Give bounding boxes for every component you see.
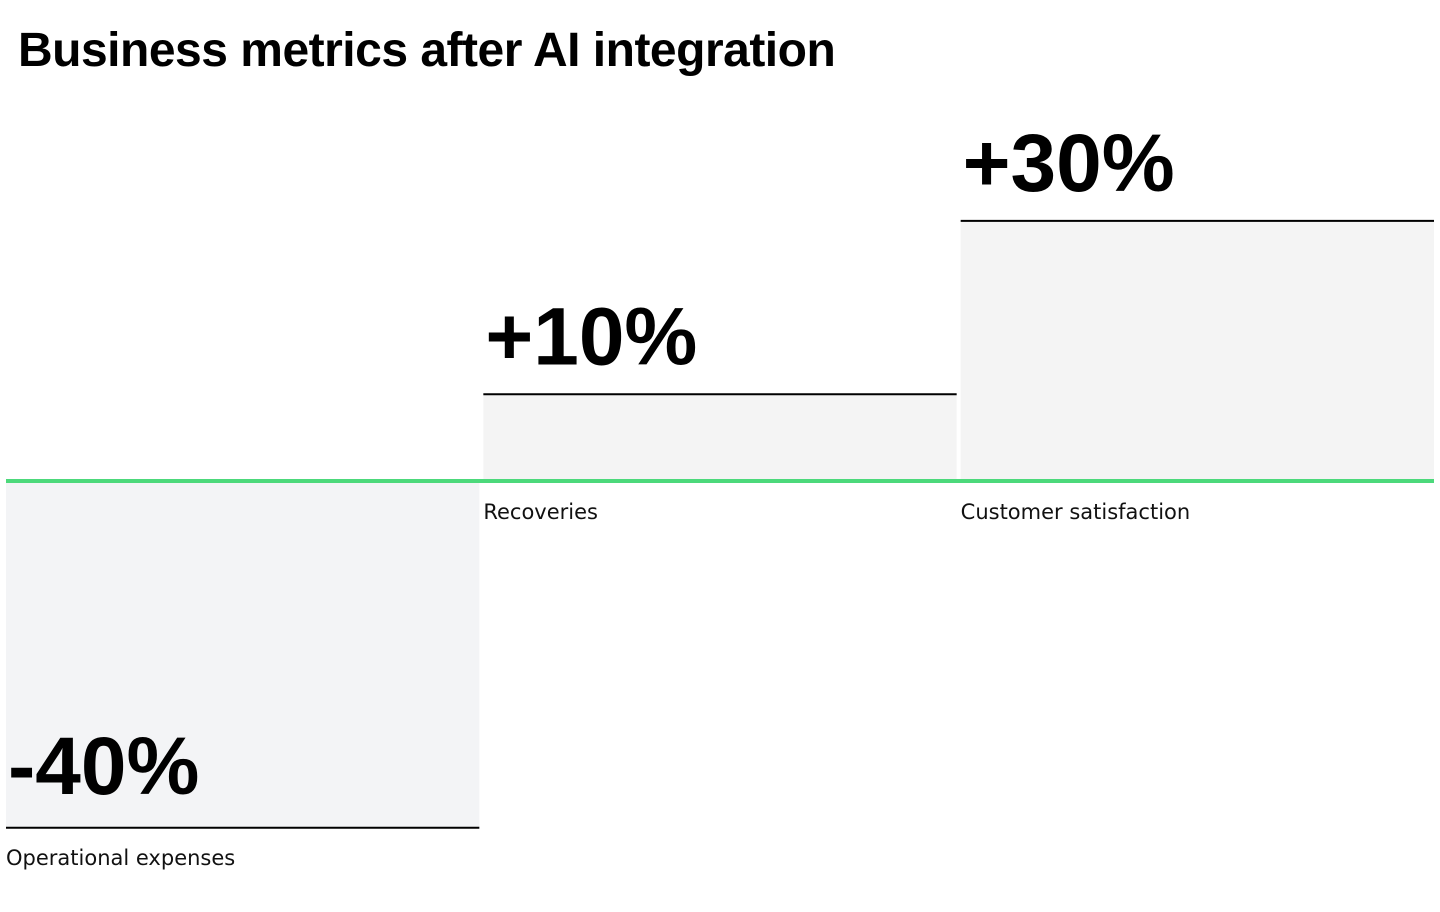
bar-recoveries [483, 394, 957, 481]
category-label-operational-expenses: Operational expenses [6, 846, 235, 870]
value-label-operational-expenses: -40% [8, 721, 199, 812]
category-label-customer-satisfaction: Customer satisfaction [961, 500, 1191, 524]
bar-customer-satisfaction [960, 220, 1434, 481]
chart-title: Business metrics after AI integration [18, 24, 836, 77]
value-label-customer-satisfaction: +30% [963, 118, 1175, 209]
category-label-recoveries: Recoveries [483, 500, 598, 524]
bar-operational-expenses [6, 481, 480, 828]
value-label-recoveries: +10% [485, 291, 697, 382]
